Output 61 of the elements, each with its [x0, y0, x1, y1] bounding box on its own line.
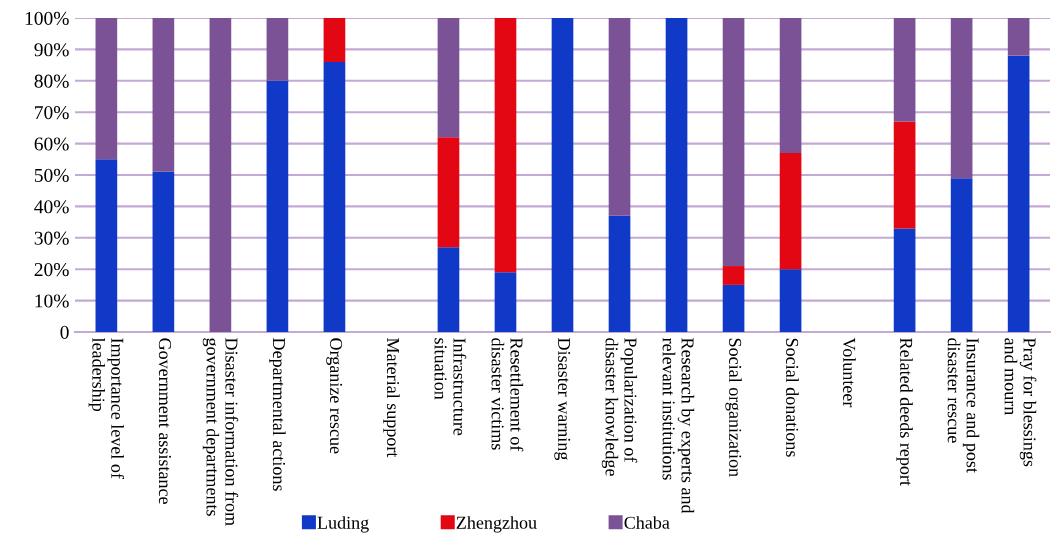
bar — [608, 215, 631, 332]
bar — [95, 18, 118, 160]
bar — [323, 18, 346, 62]
y-tick-label: 80% — [34, 74, 69, 88]
x-tick-label: Disaster information from government departments — [202, 338, 239, 526]
x-tick-label: Departmental actions — [269, 338, 286, 491]
bar — [551, 18, 574, 332]
x-tick-label: Social organization — [725, 338, 742, 477]
bar — [95, 159, 118, 332]
x-tick-label: Infrastructure situation — [434, 338, 467, 436]
x-tick-label: Research by experts and relevant institutions — [662, 337, 695, 514]
x-tick-label: Social donations — [786, 338, 799, 457]
bar — [266, 18, 289, 81]
bar — [437, 18, 460, 138]
bar — [722, 284, 745, 332]
x-tick-label: Material support — [383, 338, 400, 458]
y-tick-label: 60% — [34, 137, 69, 151]
bar — [779, 153, 802, 270]
bar — [1007, 55, 1030, 332]
bar — [608, 18, 631, 216]
y-tick-label: 10% — [35, 294, 69, 308]
bar — [893, 228, 916, 332]
bar — [266, 80, 289, 332]
bar — [950, 178, 973, 332]
x-tick-label: Organize rescue — [326, 338, 343, 454]
x-tick-label: Related deeds report — [896, 338, 913, 486]
x-tick-label: Importance level of leadership — [88, 337, 125, 479]
legend-label: Luding — [317, 516, 369, 533]
legend-label: Chaba — [624, 516, 670, 529]
bar — [722, 266, 745, 285]
bar — [323, 61, 346, 332]
bar — [779, 18, 802, 154]
x-tick-label: Volunteer — [842, 337, 856, 408]
x-tick-label: Resettlement of disaster victims — [491, 338, 524, 452]
bar — [893, 121, 916, 229]
bar — [437, 247, 460, 332]
x-tick-label: Disaster warning — [554, 338, 571, 461]
bar — [209, 18, 232, 332]
bar — [494, 18, 517, 273]
y-tick-label: 30% — [34, 231, 69, 245]
y-tick-label: 90% — [34, 43, 69, 57]
bar — [152, 18, 175, 172]
bar — [893, 18, 916, 122]
y-tick-label: 40% — [34, 200, 69, 214]
x-tick-label: Government assistance — [158, 338, 171, 504]
bar — [665, 18, 688, 332]
y-tick-label: 0 — [60, 325, 69, 339]
y-tick-label: 20% — [34, 263, 69, 277]
legend-label: Zhengzhou — [456, 516, 537, 533]
x-tick-label: Insurance and post disaster rescue — [947, 338, 980, 473]
bar — [437, 137, 460, 248]
bar — [722, 18, 745, 267]
y-tick-label: 70% — [35, 106, 69, 120]
y-tick-label: 50% — [34, 168, 69, 182]
bar — [494, 272, 517, 332]
bar — [152, 171, 175, 332]
bar — [950, 18, 973, 179]
bar — [1007, 18, 1030, 56]
y-tick-label: 100% — [25, 11, 69, 25]
bar — [779, 269, 802, 332]
x-tick-label: Pray for blessings and mourn — [1004, 338, 1037, 467]
